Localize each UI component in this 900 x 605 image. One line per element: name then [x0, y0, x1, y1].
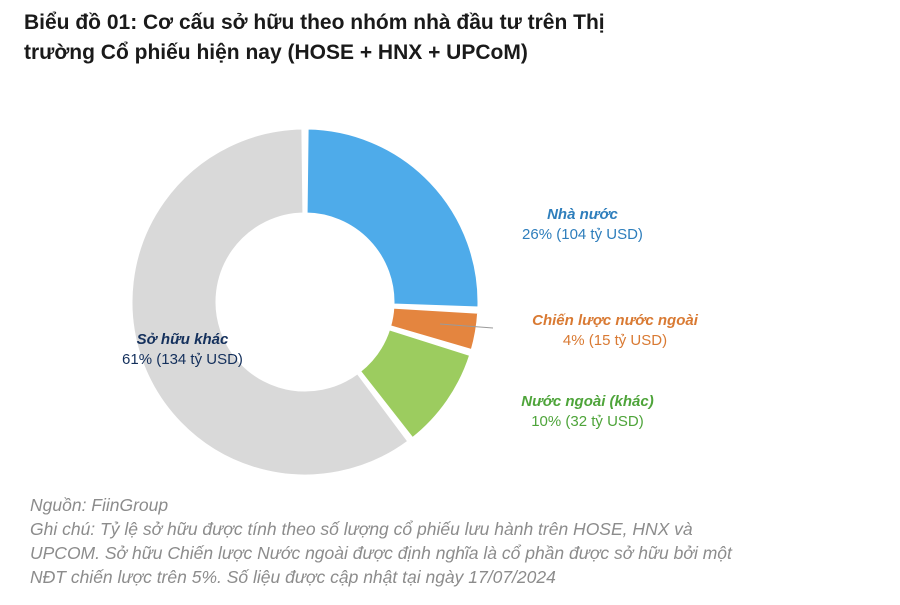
label-chien-luoc-value: 4% (15 tỷ USD) [562, 332, 668, 349]
footnote-note-line-2: UPCOM. Sở hữu Chiến lược Nước ngoài được… [30, 543, 732, 563]
chart-title-line-2: trường Cổ phiếu hiện nay (HOSE + HNX + U… [24, 41, 528, 64]
label-nuoc-ngoai-khac-name: Nước ngoài (khác) [521, 393, 654, 410]
slice-nha-nuoc [304, 126, 481, 310]
label-nha-nuoc: Nhà nước 26% (104 tỷ USD) [500, 205, 665, 245]
label-chien-luoc-name: Chiến lược nước ngoài [532, 312, 698, 329]
chart-title-line-1: Biểu đồ 01: Cơ cấu sở hữu theo nhóm nhà … [24, 11, 605, 34]
footnote-source: Nguồn: FiinGroup [30, 495, 169, 515]
label-nha-nuoc-value: 26% (104 tỷ USD) [522, 226, 643, 243]
footnote-note-line-1: Ghi chú: Tỷ lệ sở hữu được tính theo số … [30, 519, 693, 539]
label-nuoc-ngoai-khac: Nước ngoài (khác) 10% (32 tỷ USD) [500, 392, 675, 432]
label-so-huu-khac-name: Sở hữu khác [136, 331, 229, 348]
donut-slices [129, 126, 481, 478]
label-nha-nuoc-name: Nhà nước [547, 206, 618, 223]
label-so-huu-khac-value: 61% (134 tỷ USD) [122, 351, 243, 368]
chart-title: Biểu đồ 01: Cơ cấu sở hữu theo nhóm nhà … [24, 8, 784, 68]
label-so-huu-khac: Sở hữu khác 61% (134 tỷ USD) [100, 330, 265, 370]
footnote-note-line-3: NĐT chiến lược trên 5%. Số liệu được cập… [30, 567, 556, 587]
slice-chien-luoc-nuoc-ngoai [387, 305, 481, 353]
footnote: Nguồn: FiinGroup Ghi chú: Tỷ lệ sở hữu đ… [30, 493, 890, 589]
label-chien-luoc-nuoc-ngoai: Chiến lược nước ngoài 4% (15 tỷ USD) [505, 311, 725, 351]
slice-nuoc-ngoai-khac [357, 326, 473, 441]
label-nuoc-ngoai-khac-value: 10% (32 tỷ USD) [531, 413, 644, 430]
leader-line-chien-luoc [439, 323, 494, 329]
slice-so-huu-khac [129, 126, 412, 478]
